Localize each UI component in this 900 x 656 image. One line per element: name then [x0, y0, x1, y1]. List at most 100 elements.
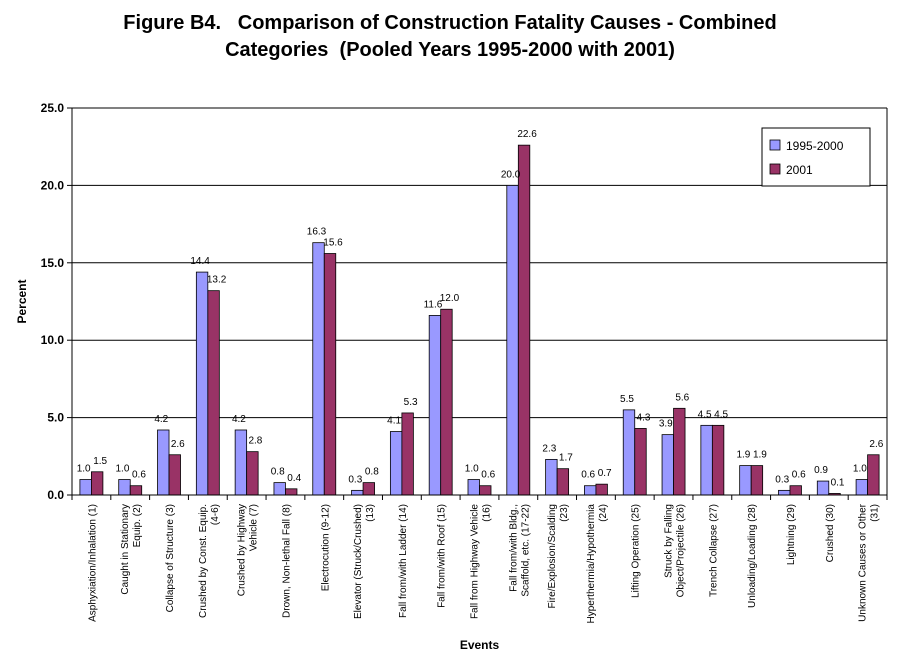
bar: [855, 479, 868, 496]
bar: [673, 407, 686, 496]
x-tick-label-group: Crushed (30): [825, 504, 836, 562]
x-tick-label: Unloading/Loading (28): [747, 504, 758, 608]
legend-label: 1995-2000: [786, 139, 844, 153]
chart-title-line-2: Categories (Pooled Years 1995-2000 with …: [225, 39, 675, 61]
x-tick-label: Crushed (30): [825, 504, 836, 562]
x-tick-label: Caught in Stationary: [120, 504, 131, 595]
data-label: 2.6: [171, 439, 185, 450]
axes: [67, 107, 888, 500]
data-label: 2.6: [869, 439, 883, 450]
y-tick-label: 25.0: [41, 101, 65, 115]
x-tick-label: Lifting Operation (25): [631, 504, 642, 598]
bar: [428, 315, 442, 496]
data-label: 0.4: [287, 473, 301, 484]
data-label: 2.8: [248, 436, 262, 447]
data-label: 1.0: [853, 464, 867, 475]
x-tick-label: (31): [870, 504, 881, 522]
data-label: 1.7: [559, 453, 573, 464]
x-tick-label: Drown, Non-lethal Fall (8): [281, 504, 292, 618]
bar: [168, 454, 181, 496]
bar: [118, 479, 131, 496]
bars: [79, 144, 880, 496]
x-tick-label: (23): [559, 504, 570, 522]
bar: [91, 471, 104, 496]
data-label: 3.9: [659, 419, 673, 430]
x-tick-label: Crushed by Const. Equip.: [198, 504, 209, 618]
data-label: 16.3: [307, 227, 327, 238]
bar: [323, 253, 337, 496]
legend-swatch: [769, 163, 781, 175]
x-tick-label: Fall from/with Roof (15): [437, 504, 448, 608]
x-axis-label: Events: [460, 638, 500, 652]
bar: [273, 482, 286, 496]
bar: [157, 429, 170, 496]
bar: [246, 451, 259, 496]
bar: [556, 468, 570, 496]
data-label: 1.9: [753, 450, 767, 461]
bar: [661, 434, 674, 496]
x-tick-label-group: Fall from Highway Vehicle (16): [470, 504, 493, 619]
x-tick-label-group: Electrocution (9-12): [320, 504, 331, 591]
x-tick-label: Fall from/with Ladder (14): [398, 504, 409, 618]
x-tick-label: Struck by Falling: [664, 504, 675, 578]
bar: [389, 431, 403, 496]
x-tick-labels: Asphyxiation/Inhalation (1) Caught in Sta…: [87, 503, 880, 623]
bar: [285, 488, 298, 496]
data-label: 5.6: [675, 392, 689, 403]
bar: [195, 271, 209, 496]
data-label: 0.8: [365, 467, 379, 478]
data-label: 4.3: [637, 412, 651, 423]
bar: [129, 485, 143, 496]
data-label: 1.0: [116, 464, 130, 475]
bar: [750, 465, 764, 496]
x-tick-label: Lightning (29): [786, 504, 797, 565]
x-tick-label-group: Lifting Operation (25): [631, 504, 642, 598]
legend-box: [761, 127, 871, 187]
legend-swatch: [769, 139, 781, 151]
data-label: 15.6: [323, 238, 343, 249]
bar: [789, 485, 802, 496]
data-label: 0.6: [132, 470, 146, 481]
legend-label: 2001: [786, 163, 813, 177]
x-tick-label: Fall from/with Bldg.,: [508, 504, 519, 592]
x-tick-label-group: Caught in Stationary Equip. (2): [120, 504, 143, 595]
x-tick-label-group: Fall from/with Roof (15): [437, 504, 448, 608]
x-tick-label: Collapse of Structure (3): [165, 504, 176, 612]
x-tick-label-group: Crushed by Highway Vehicle (7): [237, 504, 260, 596]
data-label: 0.6: [481, 470, 495, 481]
x-tick-label: Equip. (2): [132, 504, 143, 547]
x-tick-label: Crushed by Highway: [237, 504, 248, 596]
x-tick-label: Fall from Highway Vehicle: [470, 504, 481, 619]
x-tick-label: Asphyxiation/Inhalation (1): [87, 504, 98, 622]
bar: [440, 308, 453, 496]
x-tick-label: Trench Collapse (27): [708, 504, 719, 597]
x-tick-label-group: Trench Collapse (27): [708, 504, 719, 597]
bar: [545, 458, 558, 496]
x-tick-label: Vehicle (7): [249, 504, 260, 551]
bar: [778, 489, 791, 496]
data-label: 5.5: [620, 394, 634, 405]
data-label: 2.3: [542, 443, 556, 454]
data-label: 4.2: [232, 414, 246, 425]
x-tick-label-group: Crushed by Const. Equip. (4-6): [198, 504, 221, 618]
y-tick-labels: 0.0 5.0 10.0 15.0 20.0 25.0: [41, 101, 65, 502]
chart-title-line-1: Figure B4. Comparison of Construction Fa…: [123, 12, 777, 34]
data-label: 13.2: [207, 275, 227, 286]
bar: [467, 479, 480, 496]
data-label: 1.5: [93, 456, 107, 467]
data-label: 5.3: [404, 397, 418, 408]
x-tick-label-group: Elevator (Struck/Crushed) (13): [353, 504, 376, 619]
bar: [207, 290, 220, 496]
y-tick-label: 5.0: [47, 411, 64, 425]
data-label: 20.0: [501, 169, 521, 180]
x-tick-label-group: Unloading/Loading (28): [747, 504, 758, 608]
bar: [867, 454, 880, 496]
data-label: 14.4: [190, 256, 210, 267]
data-label: 1.0: [465, 464, 479, 475]
data-label: 4.5: [714, 409, 728, 420]
x-tick-label-group: Hyperthermia/Hypothermia (24): [586, 504, 609, 624]
bar: [711, 424, 725, 496]
bar: [622, 409, 636, 496]
x-tick-label-group: Struck by Falling Object/Projectile (26): [664, 504, 687, 597]
x-tick-label-group: Fire/Explosion/Scalding (23): [547, 504, 570, 609]
